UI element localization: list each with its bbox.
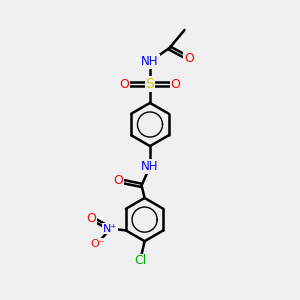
Text: O: O xyxy=(87,212,96,225)
Text: S: S xyxy=(146,77,154,91)
Text: O⁻: O⁻ xyxy=(90,238,105,249)
Text: O: O xyxy=(120,77,129,91)
Text: N⁺: N⁺ xyxy=(103,224,118,234)
Text: NH: NH xyxy=(141,55,159,68)
Text: O: O xyxy=(114,174,123,187)
Text: Cl: Cl xyxy=(134,254,146,268)
Text: NH: NH xyxy=(141,160,159,173)
Text: O: O xyxy=(184,52,194,65)
Text: O: O xyxy=(171,77,180,91)
